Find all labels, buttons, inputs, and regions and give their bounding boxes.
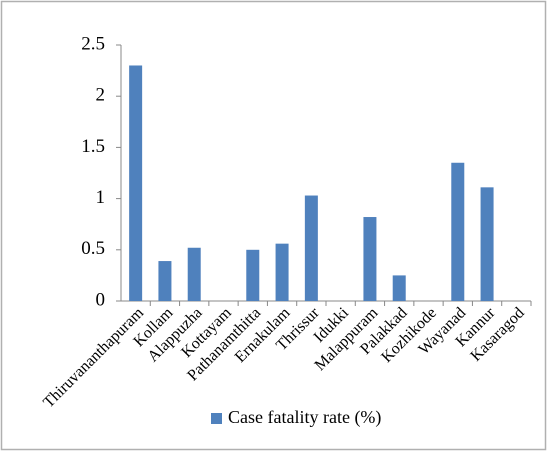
y-tick-label: 1 <box>96 187 106 208</box>
y-tick-label: 0.5 <box>81 238 105 259</box>
bar <box>158 261 172 301</box>
bar <box>363 217 377 301</box>
y-tick-label: 0 <box>96 289 106 310</box>
legend-label: Case fatality rate (%) <box>228 407 381 428</box>
bar <box>129 65 143 301</box>
y-tick-label: 2.5 <box>81 33 105 54</box>
bar <box>187 247 201 301</box>
y-tick-label: 1.5 <box>81 136 105 157</box>
bar <box>275 243 289 301</box>
legend-swatch <box>211 413 222 424</box>
bar <box>392 275 406 301</box>
bar <box>246 249 260 301</box>
bar <box>451 162 465 301</box>
bar <box>304 195 318 301</box>
y-tick-label: 2 <box>96 85 106 106</box>
bar <box>480 187 494 301</box>
